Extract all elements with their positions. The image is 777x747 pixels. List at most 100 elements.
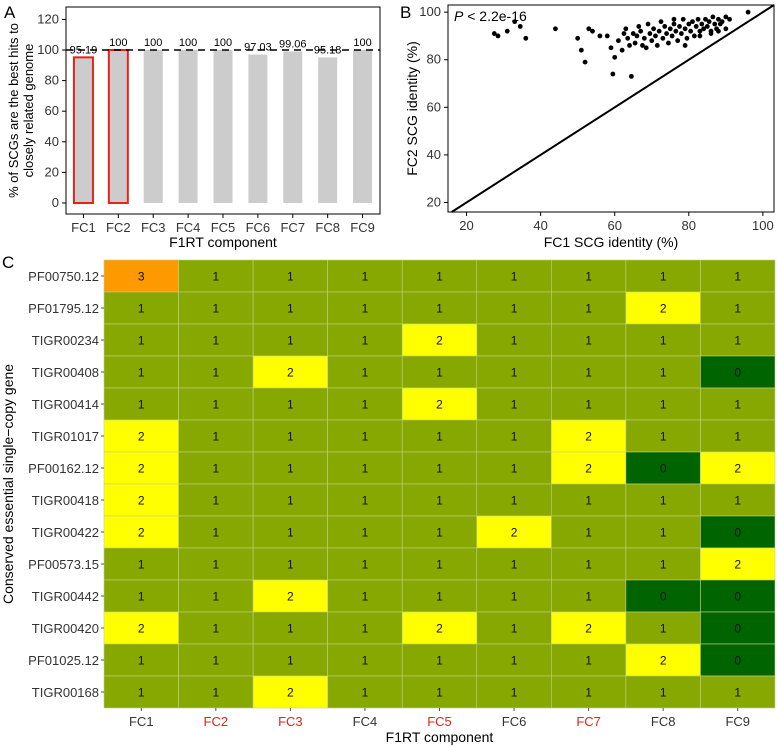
heatmap-cell xyxy=(625,291,701,325)
heatmap-cell xyxy=(327,387,403,421)
heatmap-cell-label: 0 xyxy=(660,590,667,604)
data-point xyxy=(704,24,710,29)
column-label: FC1 xyxy=(129,714,154,729)
heatmap-cell-label: 1 xyxy=(362,302,369,316)
x-tick-label: FC1 xyxy=(71,220,96,235)
heatmap-cell-label: 1 xyxy=(287,654,294,668)
y-axis-title: Conserved essential single−copy gene xyxy=(0,364,16,604)
heatmap-cell xyxy=(625,579,701,613)
heatmap-cell xyxy=(178,451,254,485)
data-point xyxy=(625,35,631,41)
data-point xyxy=(686,21,692,27)
heatmap-cell xyxy=(700,675,776,709)
heatmap-cell-label: 1 xyxy=(138,686,145,700)
heatmap-cell-label: 1 xyxy=(212,526,219,540)
heatmap-cell xyxy=(252,451,328,485)
heatmap-cell xyxy=(476,291,552,325)
y-axis-title: FC2 SCG identity (%) xyxy=(404,41,420,176)
heatmap-cell-label: 1 xyxy=(212,622,219,636)
bar xyxy=(318,57,338,203)
heatmap-cell-label: 2 xyxy=(585,430,592,444)
row-label: TIGR00168 xyxy=(32,685,99,700)
x-tick-label: 40 xyxy=(533,218,547,233)
heatmap-cell xyxy=(103,355,179,389)
data-point xyxy=(706,19,712,25)
heatmap-cell-label: 2 xyxy=(287,366,294,380)
heatmap-cell xyxy=(551,483,627,517)
y-tick-label: 80 xyxy=(45,73,59,88)
heatmap-cell-label: 1 xyxy=(362,334,369,348)
data-point xyxy=(638,28,644,34)
heatmap-cell-label: 2 xyxy=(138,526,145,540)
heatmap-cell-label: 1 xyxy=(734,398,741,412)
heatmap-cell-label: 1 xyxy=(511,494,518,508)
row-label: TIGR00414 xyxy=(32,397,99,412)
heatmap-cell-label: 1 xyxy=(660,558,667,572)
bar-value-label: 100 xyxy=(109,37,127,49)
heatmap-cell-label: 1 xyxy=(585,302,592,316)
heatmap-cell-label: 1 xyxy=(362,686,369,700)
heatmap-cell-label: 1 xyxy=(287,334,294,348)
heatmap-cell-label: 1 xyxy=(287,302,294,316)
heatmap-cell xyxy=(178,323,254,357)
heatmap-cell xyxy=(252,323,328,357)
data-point xyxy=(719,19,725,25)
data-point xyxy=(745,9,751,15)
heatmap-cell-label: 1 xyxy=(212,654,219,668)
bar xyxy=(107,49,129,204)
heatmap-cell-label: 0 xyxy=(660,462,667,476)
heatmap-cell xyxy=(252,611,328,645)
heatmap-cell xyxy=(625,611,701,645)
heatmap-cell xyxy=(476,611,552,645)
heatmap-cell xyxy=(700,259,776,293)
heatmap-cell-label: 2 xyxy=(511,526,518,540)
data-point xyxy=(680,16,686,22)
data-point xyxy=(664,31,669,36)
heatmap-cell-label: 1 xyxy=(362,366,369,380)
heatmap-cell xyxy=(625,675,701,709)
data-point xyxy=(616,38,621,44)
heatmap-cell-label: 1 xyxy=(585,398,592,412)
data-point xyxy=(610,71,616,77)
data-point xyxy=(643,45,649,51)
row-label: PF00162.12 xyxy=(28,461,99,476)
x-tick-label: FC9 xyxy=(350,220,375,235)
y-tick-label: 60 xyxy=(427,99,441,114)
column-label: FC2 xyxy=(204,714,229,729)
heatmap-cell-label: 1 xyxy=(511,398,518,412)
heatmap-cell-label: 1 xyxy=(436,366,443,380)
heatmap-cell xyxy=(103,451,179,485)
heatmap-cell-label: 1 xyxy=(362,398,369,412)
data-point xyxy=(682,26,688,32)
heatmap-cell-label: 1 xyxy=(212,686,219,700)
data-point xyxy=(701,26,707,32)
heatmap-cell-label: 1 xyxy=(436,590,443,604)
bar-chart-panel-a: 02040608010012095.19FC1100FC2100FC3100FC… xyxy=(6,6,381,250)
y-axis-title-line: closely related genome xyxy=(21,44,36,178)
data-point xyxy=(699,21,705,27)
bar-value-label: 95.18 xyxy=(314,44,342,56)
heatmap-cell xyxy=(476,259,552,293)
column-label: FC3 xyxy=(278,714,303,729)
x-axis-title: FC1 SCG identity (%) xyxy=(544,234,679,250)
heatmap-cell-label: 1 xyxy=(734,494,741,508)
data-point xyxy=(669,33,675,39)
heatmap-cell xyxy=(401,323,478,357)
data-point xyxy=(553,26,558,32)
row-label: TIGR00422 xyxy=(32,525,99,540)
x-axis-title: F1RT component xyxy=(386,729,494,745)
row-label: PF00573.15 xyxy=(28,557,99,572)
y-tick-label: 20 xyxy=(45,164,59,179)
heatmap-cell-label: 0 xyxy=(734,526,741,540)
heatmap-cell xyxy=(401,579,478,613)
data-point xyxy=(628,73,634,79)
heatmap-cell-label: 2 xyxy=(734,462,741,476)
data-point xyxy=(703,16,708,22)
heatmap-cell xyxy=(625,451,701,485)
heatmap-cell-label: 2 xyxy=(734,558,741,572)
heatmap-cell xyxy=(476,355,552,389)
x-tick-label: FC4 xyxy=(176,220,201,235)
heatmap-cell-label: 1 xyxy=(287,430,294,444)
data-point xyxy=(695,16,701,22)
data-point xyxy=(634,33,640,39)
